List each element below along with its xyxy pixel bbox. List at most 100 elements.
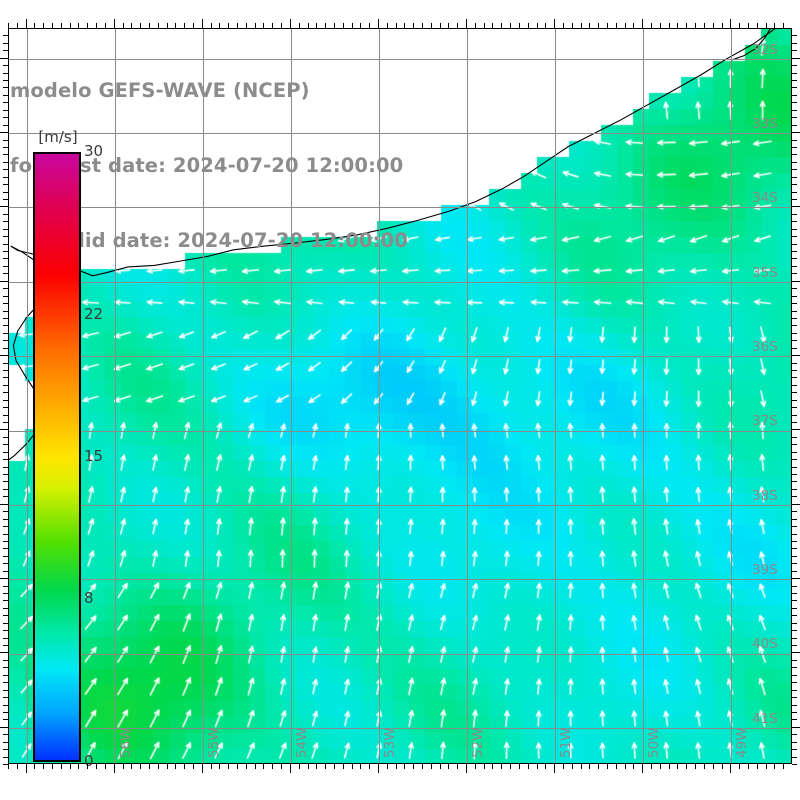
tick-mark bbox=[792, 563, 797, 565]
tick-mark bbox=[792, 496, 797, 498]
tick-mark bbox=[562, 764, 564, 769]
tick-mark bbox=[466, 19, 468, 28]
gridline-lon bbox=[731, 29, 733, 763]
tick-mark bbox=[122, 23, 124, 28]
tick-mark bbox=[792, 585, 797, 587]
tick-mark bbox=[747, 764, 749, 769]
tick-mark bbox=[721, 23, 723, 28]
tick-mark bbox=[792, 674, 797, 676]
tick-mark bbox=[413, 764, 415, 769]
tick-mark bbox=[492, 23, 494, 28]
tick-mark bbox=[792, 377, 797, 379]
tick-mark bbox=[342, 764, 344, 769]
tick-mark bbox=[96, 764, 98, 769]
colorbar-tick-label: 22 bbox=[84, 304, 104, 323]
lon-tick-label: 50W bbox=[646, 727, 663, 758]
tick-mark bbox=[518, 23, 520, 28]
tick-mark bbox=[792, 102, 797, 104]
tick-mark bbox=[3, 228, 8, 230]
tick-mark bbox=[3, 258, 8, 260]
tick-mark bbox=[792, 764, 797, 765]
tick-mark bbox=[342, 23, 344, 28]
tick-mark bbox=[792, 109, 797, 111]
tick-mark bbox=[3, 288, 8, 290]
tick-mark bbox=[386, 764, 388, 769]
tick-mark bbox=[281, 23, 283, 28]
tick-mark bbox=[237, 764, 239, 769]
tick-mark bbox=[730, 764, 732, 773]
gridline-lon bbox=[643, 29, 645, 763]
tick-mark bbox=[25, 764, 27, 773]
tick-mark bbox=[245, 23, 247, 28]
lat-tick-label: 33S bbox=[752, 116, 778, 133]
tick-mark bbox=[3, 526, 8, 528]
tick-mark bbox=[369, 23, 371, 28]
tick-mark bbox=[792, 146, 797, 148]
tick-mark bbox=[642, 764, 644, 773]
tick-mark bbox=[792, 540, 797, 542]
tick-mark bbox=[3, 555, 8, 557]
tick-mark bbox=[792, 161, 797, 163]
lat-tick-label: 38S bbox=[752, 487, 778, 504]
tick-mark bbox=[3, 94, 8, 96]
colorbar-tick-label: 15 bbox=[84, 447, 104, 465]
tick-mark bbox=[430, 764, 432, 769]
tick-mark bbox=[289, 19, 291, 28]
tick-mark bbox=[457, 764, 459, 769]
tick-mark bbox=[792, 72, 797, 74]
tick-mark bbox=[554, 19, 556, 28]
lon-tick-label: 56W bbox=[117, 727, 134, 758]
tick-mark bbox=[3, 659, 8, 661]
lon-tick-label: 54W bbox=[293, 727, 310, 758]
lat-tick-label: 37S bbox=[752, 413, 778, 430]
tick-mark bbox=[545, 764, 547, 769]
tick-mark bbox=[536, 764, 538, 769]
tick-mark bbox=[510, 23, 512, 28]
tick-mark bbox=[3, 340, 8, 342]
tick-mark bbox=[122, 764, 124, 769]
tick-mark bbox=[792, 555, 797, 557]
tick-mark bbox=[3, 511, 8, 513]
tick-mark bbox=[3, 347, 8, 349]
tick-mark bbox=[792, 734, 797, 736]
tick-mark bbox=[307, 23, 309, 28]
tick-mark bbox=[3, 533, 8, 535]
map-plot-area[interactable] bbox=[8, 28, 792, 764]
gridline-lat bbox=[9, 430, 791, 432]
tick-mark bbox=[0, 132, 8, 134]
tick-mark bbox=[210, 23, 212, 28]
tick-mark bbox=[3, 251, 8, 253]
tick-mark bbox=[580, 764, 582, 769]
tick-mark bbox=[272, 764, 274, 769]
tick-mark bbox=[140, 764, 142, 769]
tick-mark bbox=[3, 474, 8, 476]
tick-mark bbox=[16, 764, 18, 769]
tick-mark bbox=[377, 19, 379, 28]
tick-mark bbox=[201, 19, 203, 28]
tick-mark bbox=[792, 451, 797, 453]
tick-mark bbox=[360, 764, 362, 769]
tick-mark bbox=[792, 362, 797, 364]
tick-mark bbox=[792, 533, 797, 535]
tick-mark bbox=[360, 23, 362, 28]
tick-mark bbox=[607, 764, 608, 769]
tick-mark bbox=[536, 23, 538, 28]
tick-mark bbox=[527, 23, 529, 28]
tick-mark bbox=[3, 593, 8, 594]
tick-mark bbox=[792, 139, 797, 141]
tick-mark bbox=[3, 392, 8, 394]
tick-mark bbox=[8, 23, 9, 28]
tick-mark bbox=[3, 637, 8, 639]
tick-mark bbox=[237, 23, 239, 28]
tick-mark bbox=[175, 23, 177, 28]
tick-mark bbox=[792, 132, 800, 134]
gridline-lat bbox=[9, 579, 791, 581]
tick-mark bbox=[245, 764, 247, 769]
tick-mark bbox=[3, 191, 8, 193]
gridline-lon bbox=[379, 29, 380, 763]
tick-mark bbox=[3, 570, 8, 572]
tick-mark bbox=[3, 369, 8, 371]
colorbar[interactable] bbox=[33, 152, 81, 762]
tick-mark bbox=[792, 332, 797, 334]
